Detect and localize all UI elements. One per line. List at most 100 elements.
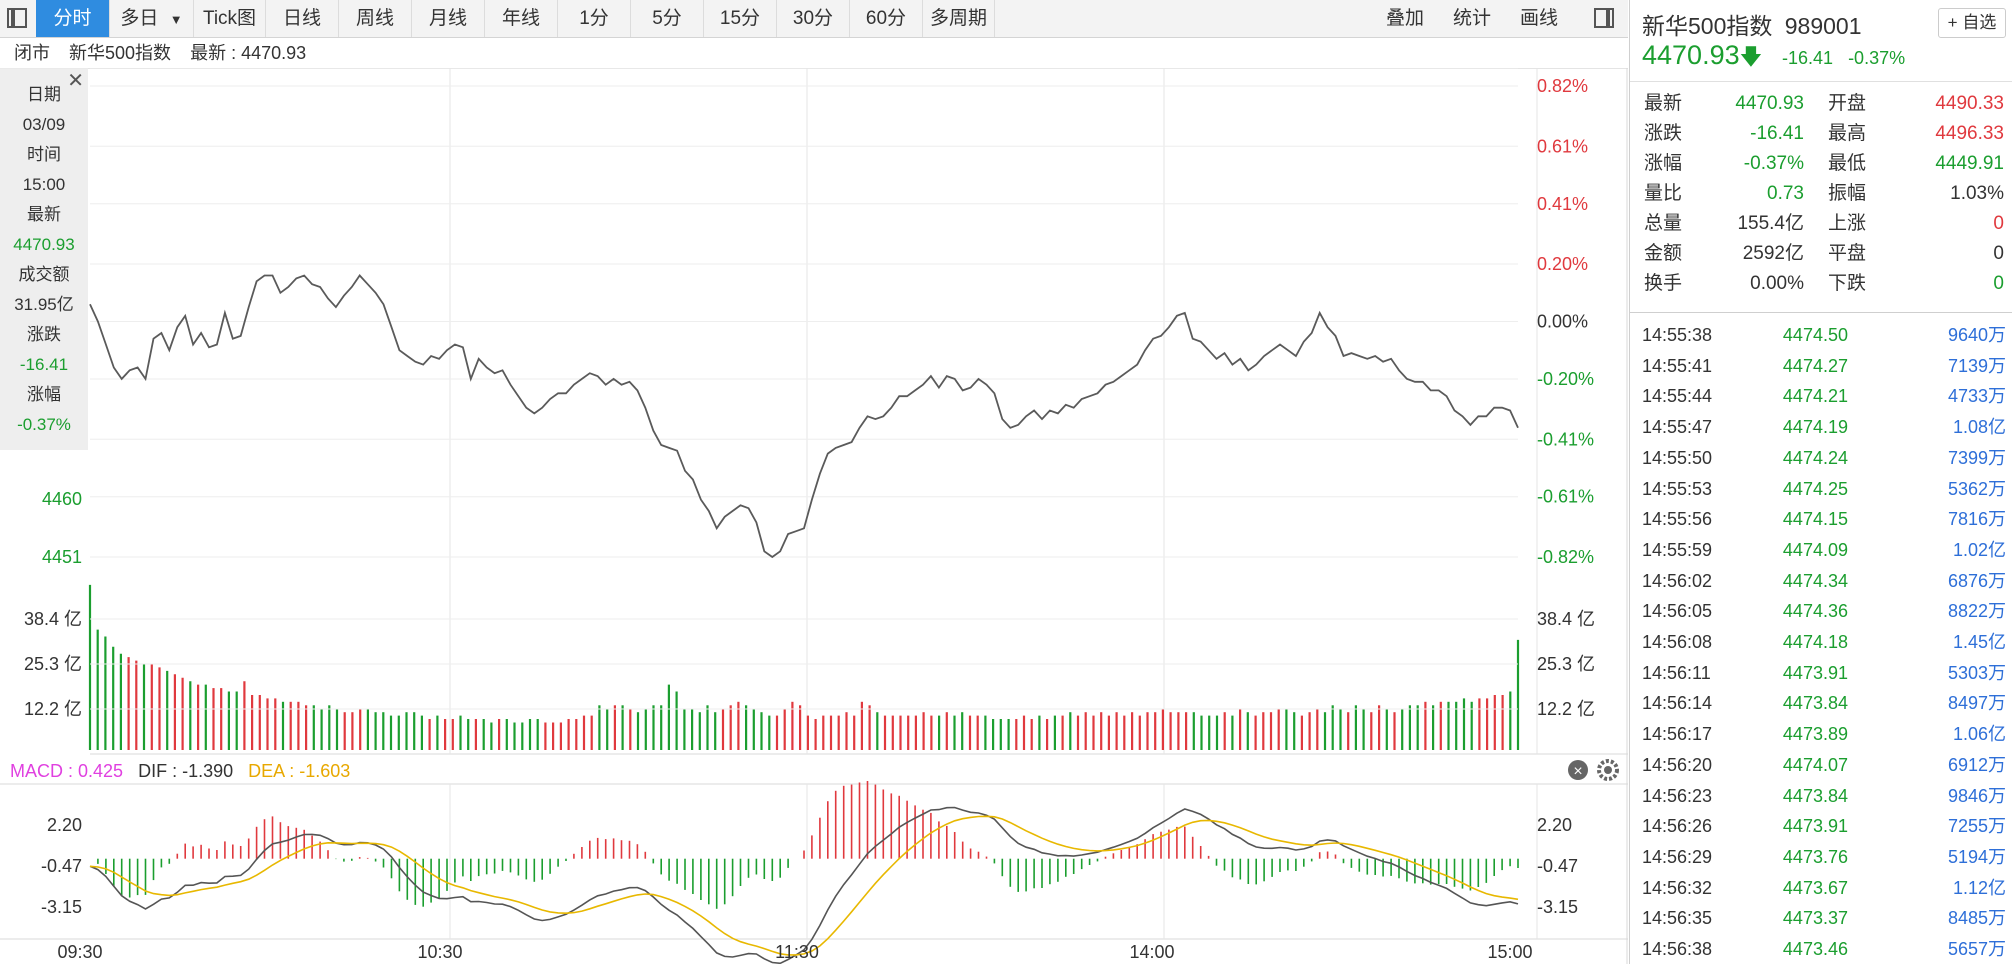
time-tick-label: 11:30 <box>775 942 819 962</box>
tab-60min[interactable]: 60分 <box>850 0 923 37</box>
intraday-chart[interactable]: 0.82% 0.61% 0.41% 0.20% 0.00% -0.20% -0.41% -0.… <box>0 68 1628 964</box>
tick-price: 4473.67 <box>1782 877 1848 898</box>
tick-time: 14:56:29 <box>1642 846 1713 867</box>
tick-price: 4473.46 <box>1782 939 1848 959</box>
macd-tick-label: -0.47 <box>1537 856 1578 876</box>
tick-volume: 5303万 <box>1947 662 2006 683</box>
tab-30min[interactable]: 30分 <box>777 0 850 37</box>
tick-volume: 9846万 <box>1947 785 2006 806</box>
macd-value: 0.425 <box>78 761 123 781</box>
pct-tick-label: 0.82% <box>1537 76 1588 96</box>
quote-row: 总量 155.4亿 上涨 0 <box>1644 209 2004 239</box>
tip-date: 03/09 <box>22 115 66 134</box>
pct-tick-label: 0.20% <box>1537 254 1588 274</box>
tab-multi-period[interactable]: 多周期 <box>923 0 995 37</box>
tab-daily[interactable]: 日线 <box>266 0 339 37</box>
tick-volume: 7816万 <box>1947 509 2006 530</box>
volume-tick-label: 12.2 亿 <box>24 699 82 719</box>
tab-multi-day[interactable]: 多日 ▼ <box>110 0 194 37</box>
tab-fenshi[interactable]: 分时 <box>36 0 110 37</box>
tick-price: 4473.91 <box>1782 816 1848 837</box>
svg-text:×: × <box>1573 763 1582 780</box>
close-icon[interactable]: ✕ <box>67 70 84 92</box>
pct-tick-label: -0.82% <box>1537 547 1594 567</box>
svg-text:MACD : 0.425 DIF : -1.390: MACD : 0.425 DIF : -1.390 DEA : -1.603 <box>10 761 350 781</box>
current-price: 4470.93 <box>1642 40 1740 70</box>
macd-tick-label: -0.47 <box>41 856 82 876</box>
quote-row: 量比 0.73 振幅 1.03% <box>1644 179 2004 209</box>
tip-latest-label: 最新 <box>27 205 61 224</box>
tick-time: 14:56:23 <box>1642 785 1713 806</box>
statistics-button[interactable]: 统计 <box>1453 8 1492 29</box>
tick-volume: 5657万 <box>1947 939 2006 959</box>
quote-label: 上涨 <box>1828 213 1867 234</box>
latest-value: 4470.93 <box>241 43 307 63</box>
tick-time: 14:56:11 <box>1642 662 1711 683</box>
left-panel-toggle-icon[interactable] <box>7 8 27 28</box>
quote-value: 4490.33 <box>1935 93 2004 114</box>
volume-tick-label: 38.4 亿 <box>24 609 82 629</box>
tab-5min[interactable]: 5分 <box>631 0 704 37</box>
quote-value: 1.03% <box>1950 183 2004 204</box>
pct-axis: 0.82% 0.61% 0.41% 0.20% 0.00% -0.20% -0.41% -0.… <box>1537 76 1594 567</box>
tick-time: 14:55:41 <box>1642 355 1713 376</box>
tick-time: 14:56:38 <box>1642 939 1713 959</box>
tab-monthly[interactable]: 月线 <box>412 0 485 37</box>
tip-pct: -0.37% <box>17 415 71 434</box>
info-bar: 闭市 新华500指数 最新 : 4470.93 <box>0 38 1628 69</box>
tick-row: 14:55:44 4474.21 4733万 <box>1642 381 2006 411</box>
tick-volume: 1.02亿 <box>1952 539 2006 560</box>
price-pct: -0.37% <box>1848 48 1906 68</box>
quote-value: 4449.91 <box>1935 153 2004 174</box>
tick-price: 4474.19 <box>1782 417 1848 438</box>
tick-time: 14:56:26 <box>1642 816 1713 837</box>
divider <box>1630 312 2012 313</box>
tip-time-label: 时间 <box>27 145 61 164</box>
quote-label: 开盘 <box>1828 93 1867 114</box>
tick-time: 14:55:38 <box>1642 325 1713 345</box>
pct-tick-label: -0.61% <box>1537 487 1594 507</box>
tick-time: 14:56:02 <box>1642 570 1713 591</box>
quote-label: 下跌 <box>1828 273 1867 294</box>
quote-row: 涨跌 -16.41 最高 4496.33 <box>1644 119 2004 149</box>
tab-yearly[interactable]: 年线 <box>485 0 558 37</box>
tick-time: 14:56:35 <box>1642 908 1713 929</box>
crosshair-tooltip: ✕ 日期 03/09 时间 15:00 最新 4470.93 成交额 31.95… <box>0 68 88 450</box>
tick-volume: 9640万 <box>1947 325 2006 345</box>
tick-row: 14:56:14 4473.84 8497万 <box>1642 688 2006 718</box>
tick-row: 14:55:47 4474.19 1.08亿 <box>1642 412 2006 442</box>
volume-tick-label: 25.3 亿 <box>1537 654 1595 674</box>
dif-line <box>89 806 1519 964</box>
tab-weekly[interactable]: 周线 <box>339 0 412 37</box>
tick-price: 4474.09 <box>1782 539 1848 560</box>
quote-row: 换手 0.00% 下跌 0 <box>1644 269 2004 299</box>
tab-tick[interactable]: Tick图 <box>194 0 266 37</box>
quote-value: 4470.93 <box>1735 93 1804 114</box>
tick-row: 14:55:38 4474.50 9640万 <box>1642 320 2006 350</box>
gear-icon[interactable] <box>1597 759 1619 781</box>
right-panel-toggle-icon[interactable] <box>1594 8 1614 28</box>
price-change: -16.41 <box>1782 48 1834 68</box>
tick-price: 4474.25 <box>1782 478 1848 499</box>
draw-line-button[interactable]: 画线 <box>1520 8 1559 29</box>
latest-label: 最新 <box>190 43 227 63</box>
pct-tick-label: -0.41% <box>1537 429 1594 449</box>
close-icon[interactable]: × <box>1568 760 1588 780</box>
quote-value: 0.73 <box>1767 183 1804 204</box>
dif-label: DIF <box>138 761 167 781</box>
tab-15min[interactable]: 15分 <box>704 0 777 37</box>
quote-value: 0.00% <box>1750 273 1804 294</box>
tick-row: 14:55:59 4474.09 1.02亿 <box>1642 535 2006 565</box>
tick-row: 14:55:50 4474.24 7399万 <box>1642 443 2006 473</box>
tick-volume: 7255万 <box>1947 816 2006 837</box>
tick-price: 4474.36 <box>1782 601 1848 622</box>
volume-tick-label: 38.4 亿 <box>1537 609 1595 629</box>
add-watchlist-button[interactable]: + 自选 <box>1938 8 2006 38</box>
tab-1min[interactable]: 1分 <box>558 0 631 37</box>
dif-value: -1.390 <box>182 761 233 781</box>
overlay-button[interactable]: 叠加 <box>1386 8 1425 29</box>
quote-label: 涨跌 <box>1644 123 1683 144</box>
tick-time: 14:55:50 <box>1642 447 1713 468</box>
dea-value: -1.603 <box>299 761 350 781</box>
tick-time: 14:56:08 <box>1642 632 1713 652</box>
